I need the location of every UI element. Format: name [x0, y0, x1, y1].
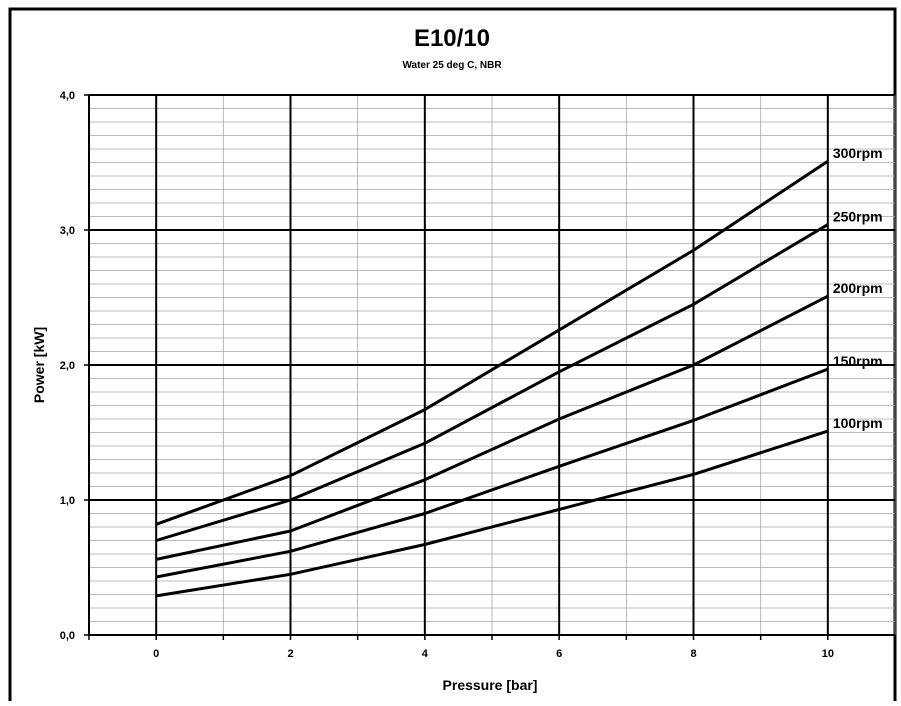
series-line-150rpm [155, 367, 829, 579]
series-label-100rpm: 100rpm [833, 415, 883, 431]
chart-subtitle: Water 25 deg C, NBR [402, 60, 502, 71]
y-tick-label: 0,0 [60, 630, 75, 642]
y-tick-label: 3,0 [60, 225, 75, 237]
series-labels: 100rpm 150rpm 200rpm 250rpm 300rpm [833, 145, 883, 431]
y-tick-label: 4,0 [60, 90, 75, 102]
x-tick-label: 8 [690, 648, 696, 660]
chart-title: E10/10 [414, 25, 490, 52]
y-axis-label: Power [kW] [31, 327, 47, 403]
x-tick-label: 10 [822, 648, 834, 660]
series-label-150rpm: 150rpm [833, 353, 883, 369]
series-line-100rpm [155, 429, 829, 598]
x-ticks: 0 2 4 6 8 10 [88, 635, 896, 660]
y-tick-label: 2,0 [60, 360, 75, 372]
chart-area-border [8, 7, 897, 701]
x-axis-label: Pressure [bar] [443, 677, 538, 693]
y-tick-label: 1,0 [60, 495, 75, 507]
series-lines [155, 159, 829, 598]
series-label-200rpm: 200rpm [833, 280, 883, 296]
x-tick-label: 4 [422, 648, 429, 660]
series-label-300rpm: 300rpm [833, 145, 883, 161]
x-tick-label: 6 [556, 648, 562, 660]
series-line-300rpm [155, 159, 829, 526]
series-line-200rpm [155, 294, 829, 561]
x-tick-label: 0 [153, 648, 159, 660]
series-line-250rpm [155, 223, 829, 542]
y-ticks: 0,0 1,0 2,0 3,0 4,0 [60, 90, 89, 642]
series-label-250rpm: 250rpm [833, 209, 883, 225]
x-tick-label: 2 [287, 648, 293, 660]
